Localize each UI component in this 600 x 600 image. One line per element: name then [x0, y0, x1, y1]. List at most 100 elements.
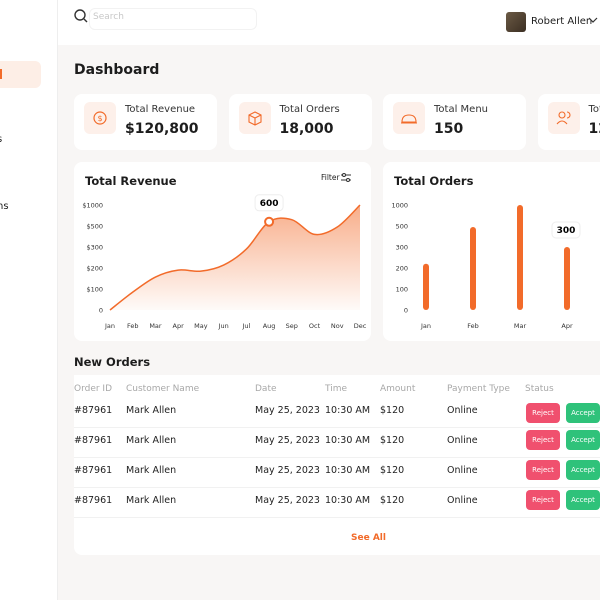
y-tick-label: $500 [86, 223, 103, 231]
accept-button[interactable]: Accept [566, 430, 600, 450]
column-header: Time [325, 384, 348, 394]
y-tick-label: $200 [86, 265, 103, 273]
bar [564, 247, 570, 310]
icon-glyph [556, 111, 570, 125]
table-cell: 10:30 AM [325, 465, 371, 476]
table-cell: Online [447, 435, 478, 446]
chart-title: Total Revenue [85, 174, 177, 188]
reject-button[interactable]: Reject [526, 403, 560, 423]
reject-button[interactable]: Reject [526, 490, 560, 510]
user-name[interactable]: Robert Allen [531, 16, 593, 27]
section-title: New Orders [74, 355, 151, 369]
x-tick-label: Feb [467, 322, 479, 330]
stat-label: Total Revenue [125, 104, 196, 115]
sidebar-item[interactable]: s [0, 134, 2, 145]
stat-value: 18,000 [279, 121, 334, 137]
column-header: Customer Name [126, 384, 200, 394]
table-cell: Online [447, 405, 478, 416]
y-tick-label: 300 [396, 244, 408, 252]
table-cell: May 25, 2023 [255, 495, 320, 506]
stat-card: Tot 12 [537, 94, 600, 150]
charts-layer: 0 $100 $200 $300 $500 $1000 Jan Feb Mar Apr May Jun… [82, 194, 581, 330]
accept-button[interactable]: Accept [566, 403, 600, 423]
row-divider [74, 457, 600, 458]
stat-icon [238, 102, 271, 134]
y-tick-label: 500 [396, 223, 408, 231]
row-divider [74, 517, 600, 518]
y-tick-label: $100 [86, 286, 103, 294]
table-cell: #87961 [74, 495, 113, 506]
table-cell: May 25, 2023 [255, 435, 320, 446]
accept-button[interactable]: Accept [566, 460, 600, 480]
user-menu-chevron[interactable] [588, 17, 598, 25]
stat-label: Total Orders [279, 104, 340, 115]
y-tick-label: 0 [404, 307, 408, 315]
reject-button[interactable]: Reject [526, 460, 560, 480]
reject-button[interactable]: Reject [526, 430, 560, 450]
icon-glyph: $ [93, 111, 107, 125]
table-cell: Mark Allen [126, 465, 177, 476]
x-tick-label: Jan [420, 322, 431, 330]
x-tick-label: Jul [241, 322, 250, 330]
highlight-point [264, 216, 275, 227]
svg-text:$: $ [97, 114, 102, 123]
search-input[interactable]: Search [89, 8, 257, 30]
x-tick-label: Nov [331, 322, 344, 330]
table-cell: Mark Allen [126, 495, 177, 506]
icon-glyph [247, 111, 262, 126]
value-bubble [551, 221, 581, 239]
filter-button[interactable]: Filter [321, 173, 340, 182]
filter-icon[interactable] [340, 172, 352, 184]
value-bubble [254, 194, 284, 212]
user-avatar[interactable] [506, 12, 526, 32]
sidebar-active-item[interactable] [0, 61, 41, 88]
table-cell: $120 [380, 405, 405, 416]
table-cell: #87961 [74, 465, 113, 476]
page-title: Dashboard [74, 62, 160, 78]
x-tick-label: Dec [354, 322, 367, 330]
table-cell: 10:30 AM [325, 405, 371, 416]
stat-icon: $ [84, 102, 116, 134]
x-tick-label: Apr [561, 322, 573, 330]
area [110, 205, 360, 310]
column-header: Date [255, 384, 277, 394]
bar [517, 205, 523, 310]
x-tick-label: Apr [173, 322, 185, 330]
x-tick-label: Oct [309, 322, 321, 330]
y-tick-label: $1000 [82, 202, 103, 210]
table-cell: #87961 [74, 435, 113, 446]
sidebar-item[interactable]: ns [0, 201, 9, 212]
bar [470, 227, 476, 310]
stat-icon [547, 102, 580, 134]
table-cell: 10:30 AM [325, 495, 371, 506]
row-divider [74, 427, 600, 428]
column-header: Status [525, 384, 554, 394]
top-bar [0, 0, 600, 45]
x-tick-label: Feb [127, 322, 139, 330]
table-cell: $120 [380, 435, 405, 446]
search-icon [74, 9, 88, 23]
stat-label: Tot [588, 104, 600, 115]
see-all-link[interactable]: See All [351, 533, 386, 543]
stat-card: $ Total Revenue $120,800 [74, 94, 217, 150]
table-cell: #87961 [74, 405, 113, 416]
accept-button[interactable]: Accept [566, 490, 600, 510]
x-tick-label: Aug [263, 322, 276, 330]
value-label: 300 [557, 226, 576, 236]
table-cell: May 25, 2023 [255, 405, 320, 416]
x-tick-label: Jan [104, 322, 115, 330]
row-divider [74, 487, 600, 488]
table-cell: Mark Allen [126, 405, 177, 416]
stat-icon [393, 102, 425, 134]
y-tick-label: 0 [99, 307, 103, 315]
x-tick-label: Jun [218, 322, 229, 330]
stat-label: Total Menu [434, 104, 488, 115]
x-tick-label: Sep [286, 322, 298, 330]
column-header: Payment Type [447, 384, 510, 394]
sidebar: s ns [0, 0, 58, 600]
search-placeholder: Search [93, 12, 124, 22]
y-tick-label: 1000 [391, 202, 408, 210]
table-cell: Online [447, 495, 478, 506]
x-tick-label: Mar [514, 322, 527, 330]
